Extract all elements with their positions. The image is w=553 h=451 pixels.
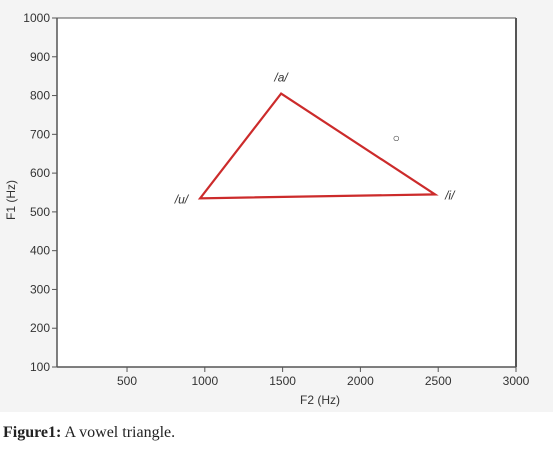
x-tick-label: 2000 <box>347 374 374 388</box>
x-tick-label: 2500 <box>425 374 452 388</box>
y-tick-label: 300 <box>30 282 50 296</box>
vowel-label-point: /a/ <box>273 71 289 85</box>
x-tick-label: 3000 <box>503 374 530 388</box>
x-tick-label: 1000 <box>191 374 218 388</box>
vowel-labels: /a/ /i/ /u/ <box>174 71 456 207</box>
figure-caption: Figure1: A vowel triangle. <box>3 424 175 442</box>
y-axis-title: F1 (Hz) <box>4 180 18 220</box>
caption-text: A vowel triangle. <box>61 424 176 441</box>
y-axis-ticks: 100 200 300 400 500 600 700 800 900 1000 <box>23 11 57 374</box>
y-tick-label: 800 <box>30 89 50 103</box>
y-tick-label: 600 <box>30 166 50 180</box>
annotations: ○ <box>393 131 400 145</box>
y-tick-label: 200 <box>30 321 50 335</box>
x-axis-title: F2 (Hz) <box>300 393 340 407</box>
y-tick-label: 400 <box>30 244 50 258</box>
x-tick-label: 1500 <box>269 374 296 388</box>
plot-area <box>57 18 516 367</box>
y-tick-label: 1000 <box>23 11 50 25</box>
x-tick-label: 500 <box>117 374 137 388</box>
caption-label: Figure1: <box>3 424 62 441</box>
y-tick-label: 500 <box>30 205 50 219</box>
annotation-mark: ○ <box>393 131 400 145</box>
y-tick-label: 100 <box>30 360 50 374</box>
figure-panel: 100 200 300 400 500 600 700 800 900 1000 500 1000 1… <box>0 0 553 412</box>
vowel-label-point: /u/ <box>174 192 190 206</box>
y-tick-label: 700 <box>30 127 50 141</box>
vowel-label-point: /i/ <box>444 188 456 202</box>
x-axis-ticks: 500 1000 1500 2000 2500 3000 <box>117 367 530 388</box>
y-tick-label: 900 <box>30 50 50 64</box>
vowel-triangle <box>197 92 439 200</box>
